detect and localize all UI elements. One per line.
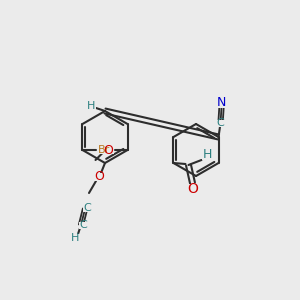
FancyBboxPatch shape	[83, 205, 91, 212]
FancyBboxPatch shape	[98, 146, 112, 154]
FancyBboxPatch shape	[188, 184, 197, 192]
FancyBboxPatch shape	[217, 119, 224, 127]
Text: C: C	[79, 220, 87, 230]
FancyBboxPatch shape	[202, 152, 211, 160]
FancyBboxPatch shape	[94, 173, 104, 181]
FancyBboxPatch shape	[86, 102, 95, 110]
FancyBboxPatch shape	[70, 234, 80, 242]
FancyBboxPatch shape	[101, 146, 113, 154]
Text: N: N	[217, 97, 226, 110]
Text: Br: Br	[98, 145, 111, 155]
Text: O: O	[103, 143, 113, 157]
Text: C: C	[217, 118, 224, 128]
Text: H: H	[71, 233, 79, 243]
FancyBboxPatch shape	[79, 221, 87, 229]
FancyBboxPatch shape	[218, 100, 226, 108]
Text: H: H	[87, 101, 95, 111]
Text: H: H	[203, 148, 212, 161]
Text: C: C	[83, 203, 91, 213]
Text: O: O	[187, 182, 198, 196]
Text: O: O	[94, 170, 104, 184]
